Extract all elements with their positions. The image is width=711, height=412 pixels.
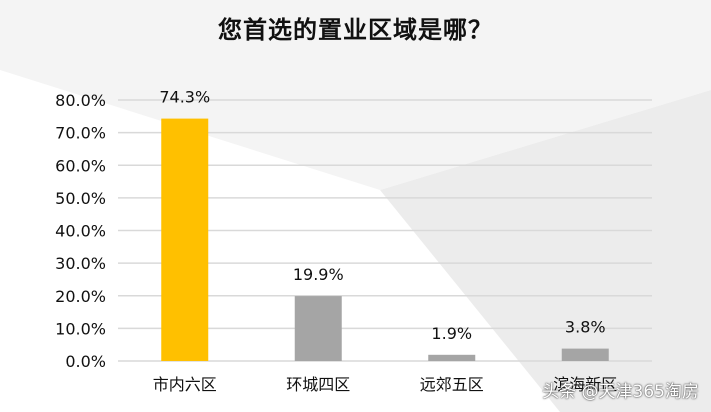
data-label: 1.9% (431, 324, 472, 343)
x-tick-label: 市内六区 (153, 375, 217, 394)
y-tick-label: 10.0% (55, 319, 106, 338)
x-tick-label: 环城四区 (286, 375, 350, 394)
y-tick-label: 0.0% (65, 352, 106, 371)
y-tick-label: 40.0% (55, 222, 106, 241)
y-tick-label: 70.0% (55, 124, 106, 143)
bar (161, 118, 209, 361)
x-tick-label: 远郊五区 (420, 375, 484, 394)
bar (294, 296, 342, 361)
chart-title: 您首选的置业区域是哪？ (218, 16, 493, 44)
y-tick-label: 80.0% (55, 91, 106, 110)
y-tick-label: 60.0% (55, 156, 106, 175)
bar (561, 348, 609, 361)
x-tick-label: 滨海新区 (553, 375, 617, 394)
bar (428, 354, 476, 361)
data-label: 19.9% (293, 265, 344, 284)
data-label: 3.8% (565, 318, 606, 337)
watermark: 头条 @天津365淘房 (542, 382, 699, 402)
y-tick-label: 50.0% (55, 189, 106, 208)
data-label: 74.3% (159, 88, 210, 107)
y-tick-label: 30.0% (55, 254, 106, 273)
y-tick-label: 20.0% (55, 287, 106, 306)
